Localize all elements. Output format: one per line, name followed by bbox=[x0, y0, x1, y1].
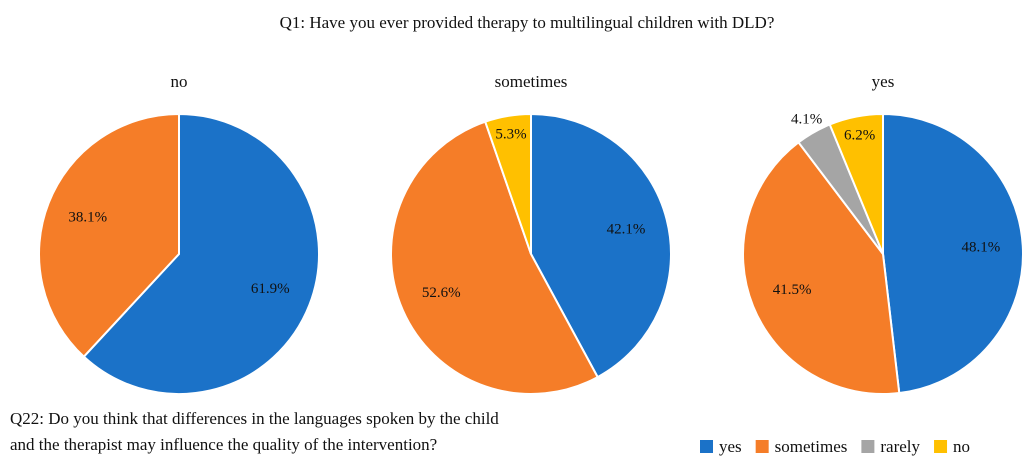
pie-title: sometimes bbox=[495, 72, 568, 91]
figure-title: Q1: Have you ever provided therapy to mu… bbox=[280, 13, 775, 32]
caption-line: and the therapist may influence the qual… bbox=[10, 435, 437, 454]
data-label: 52.6% bbox=[422, 285, 461, 301]
data-label: 4.1% bbox=[791, 112, 822, 128]
legend-label: rarely bbox=[880, 437, 920, 456]
caption-line: Q22: Do you think that differences in th… bbox=[10, 409, 499, 428]
pie-title: no bbox=[171, 72, 188, 91]
data-label: 48.1% bbox=[961, 240, 1000, 256]
pie-slice bbox=[390, 120, 600, 395]
pie-slice bbox=[530, 112, 672, 379]
data-label: 41.5% bbox=[773, 282, 812, 298]
pie-slice bbox=[82, 112, 320, 395]
pie-title: yes bbox=[872, 72, 895, 91]
pie-slice bbox=[38, 112, 180, 359]
pie-slice bbox=[483, 112, 532, 255]
legend-label: no bbox=[953, 437, 970, 456]
data-label: 5.3% bbox=[495, 127, 526, 143]
pie-slice bbox=[742, 140, 901, 395]
pie-slice bbox=[882, 112, 1024, 395]
legend-swatch bbox=[700, 440, 713, 453]
data-label: 6.2% bbox=[844, 127, 875, 143]
data-label: 38.1% bbox=[68, 210, 107, 226]
data-label: 61.9% bbox=[251, 281, 290, 297]
legend-label: sometimes bbox=[775, 437, 848, 456]
pie-slice bbox=[828, 112, 884, 255]
legend-swatch bbox=[861, 440, 875, 453]
legend-swatch bbox=[755, 440, 769, 453]
legend-swatch bbox=[934, 440, 948, 453]
legend-label: yes bbox=[719, 437, 742, 456]
data-label: 42.1% bbox=[607, 221, 646, 237]
